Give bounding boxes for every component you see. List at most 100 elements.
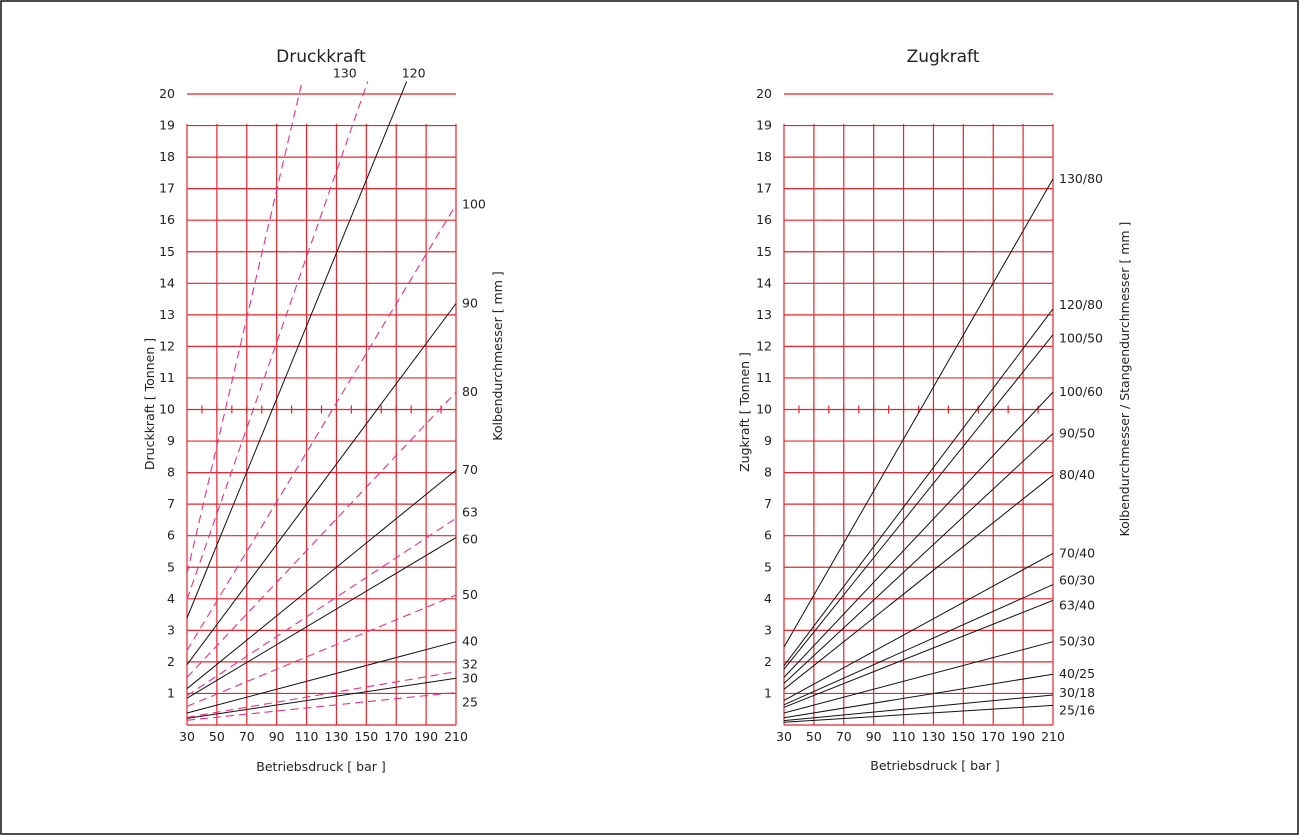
druckkraft-series-line	[186, 81, 369, 600]
druckkraft-y-tick-label: 4	[167, 591, 175, 606]
zugkraft-y-tick-label: 4	[764, 591, 772, 606]
druckkraft-series-line	[186, 391, 457, 678]
druckkraft-y-tick-label: 12	[159, 338, 175, 353]
zugkraft-series-line	[783, 641, 1054, 714]
zugkraft-ticks: 30 50 70 90 110 130 150 170 190 21012345678910111…	[756, 86, 1065, 744]
druckkraft-y-tick-label: 20	[159, 86, 175, 101]
zugkraft-series-label: 100/60	[1059, 384, 1103, 399]
druckkraft-series-label: 90	[462, 295, 478, 310]
zugkraft-chart: Zugkraft 30 50 70 90 110 130 150 170 190 21012345…	[737, 47, 1132, 773]
zugkraft-series-labels: 25/16 30/18 40/25 50/30 63/40 60/30 70/40 80/40…	[1059, 171, 1103, 718]
zugkraft-y-tick-label: 16	[756, 212, 772, 227]
druckkraft-y-tick-label: 1	[167, 685, 175, 700]
zugkraft-series-label: 120/80	[1059, 297, 1103, 312]
zugkraft-y-tick-label: 18	[756, 149, 772, 164]
druckkraft-series-line	[186, 303, 457, 665]
druckkraft-title: Druckkraft	[276, 47, 366, 67]
druckkraft-x-tick-label: 50	[209, 729, 225, 744]
zugkraft-x-tick-label: 190	[1011, 729, 1035, 744]
zugkraft-series-line	[783, 584, 1054, 706]
zugkraft-series-label: 25/16	[1059, 702, 1095, 717]
druckkraft-x-axis-label: Betriebsdruck [ bar ]	[256, 759, 385, 774]
druckkraft-series-line	[186, 537, 457, 699]
zugkraft-y-tick-label: 2	[764, 654, 772, 669]
druckkraft-x-tick-label: 110	[295, 729, 319, 744]
druckkraft-series-line	[186, 469, 457, 690]
druckkraft-y2-axis-label: Kolbendurchmesser [ mm ]	[490, 271, 505, 441]
zugkraft-y2-axis-label: Kolbendurchmesser / Stangendurchmesser […	[1117, 222, 1132, 537]
zugkraft-x-tick-label: 150	[951, 729, 975, 744]
druckkraft-y-tick-label: 16	[159, 212, 175, 227]
druckkraft-y-tick-label: 13	[159, 307, 175, 322]
druckkraft-series-label: 130	[333, 65, 357, 80]
zugkraft-y-tick-label: 11	[756, 370, 772, 385]
zugkraft-y-tick-label: 1	[764, 685, 772, 700]
druckkraft-ticks: 30 50 70 90 110 130 150 170 190 21012345678910111…	[159, 86, 468, 744]
zugkraft-y-axis-label: Zugkraft [ Tonnen ]	[737, 352, 752, 472]
druckkraft-y-tick-label: 19	[159, 118, 175, 133]
druckkraft-grid	[186, 93, 457, 726]
druckkraft-series-label: 25	[462, 695, 478, 710]
druckkraft-series-label: 100	[462, 197, 486, 212]
druckkraft-series-label: 120	[402, 65, 426, 80]
druckkraft-y-tick-label: 18	[159, 149, 175, 164]
druckkraft-series-line	[186, 517, 457, 697]
zugkraft-y-tick-label: 3	[764, 622, 772, 637]
zugkraft-y-tick-label: 14	[756, 275, 772, 290]
druckkraft-series-line	[186, 81, 303, 574]
druckkraft-series-line	[186, 677, 457, 719]
zugkraft-y-tick-label: 15	[756, 244, 772, 259]
druckkraft-series-label: 70	[462, 462, 478, 477]
druckkraft-y-tick-label: 8	[167, 465, 175, 480]
zugkraft-series-line	[783, 704, 1054, 723]
zugkraft-series-line	[783, 391, 1054, 678]
druckkraft-series-label: 50	[462, 587, 478, 602]
druckkraft-series-label: 63	[462, 504, 478, 519]
druckkraft-x-tick-label: 130	[325, 729, 349, 744]
zugkraft-x-axis-label: Betriebsdruck [ bar ]	[870, 758, 999, 773]
zugkraft-series-line	[783, 599, 1054, 708]
zugkraft-series-label: 100/50	[1059, 331, 1103, 346]
druckkraft-y-tick-label: 17	[159, 181, 175, 196]
druckkraft-x-tick-label: 190	[414, 729, 438, 744]
zugkraft-y-tick-label: 6	[764, 528, 772, 543]
zugkraft-series-line	[783, 474, 1054, 690]
druckkraft-y-axis-label: Druckkraft [ Tonnen ]	[142, 338, 157, 470]
zugkraft-y-tick-label: 12	[756, 338, 772, 353]
zugkraft-series-line	[783, 694, 1054, 722]
druckkraft-series-label: 60	[462, 532, 478, 547]
zugkraft-x-tick-label: 110	[892, 729, 916, 744]
zugkraft-y-tick-label: 17	[756, 181, 772, 196]
zugkraft-series-line	[783, 308, 1054, 667]
druckkraft-x-tick-label: 170	[384, 729, 408, 744]
zugkraft-grid	[783, 93, 1054, 726]
zugkraft-x-tick-label: 170	[981, 729, 1005, 744]
zugkraft-series-line	[783, 433, 1054, 684]
druckkraft-x-tick-label: 30	[179, 729, 195, 744]
zugkraft-y-tick-label: 7	[764, 496, 772, 511]
zugkraft-series-group	[783, 178, 1054, 723]
druckkraft-y-tick-label: 9	[167, 433, 175, 448]
zugkraft-series-label: 40/25	[1059, 666, 1095, 681]
druckkraft-series-line	[186, 671, 457, 718]
druckkraft-y-tick-label: 2	[167, 654, 175, 669]
zugkraft-x-tick-label: 210	[1041, 729, 1065, 744]
druckkraft-series-line	[186, 594, 457, 707]
zugkraft-series-line	[783, 178, 1054, 648]
zugkraft-series-label: 130/80	[1059, 171, 1103, 186]
zugkraft-x-tick-label: 70	[836, 729, 852, 744]
zugkraft-series-label: 30/18	[1059, 685, 1095, 700]
zugkraft-series-label: 50/30	[1059, 634, 1095, 649]
zugkraft-title: Zugkraft	[907, 47, 980, 67]
zugkraft-series-line	[783, 552, 1054, 701]
druckkraft-series-line	[186, 691, 457, 721]
zugkraft-x-tick-label: 130	[922, 729, 946, 744]
zugkraft-x-tick-label: 50	[806, 729, 822, 744]
druckkraft-series-label: 40	[462, 634, 478, 649]
druckkraft-chart: Druckkraft 30 50 70 90 110 130 150 170 190 210123…	[142, 47, 505, 774]
zugkraft-y-tick-label: 9	[764, 433, 772, 448]
zugkraft-y-tick-label: 19	[756, 118, 772, 133]
